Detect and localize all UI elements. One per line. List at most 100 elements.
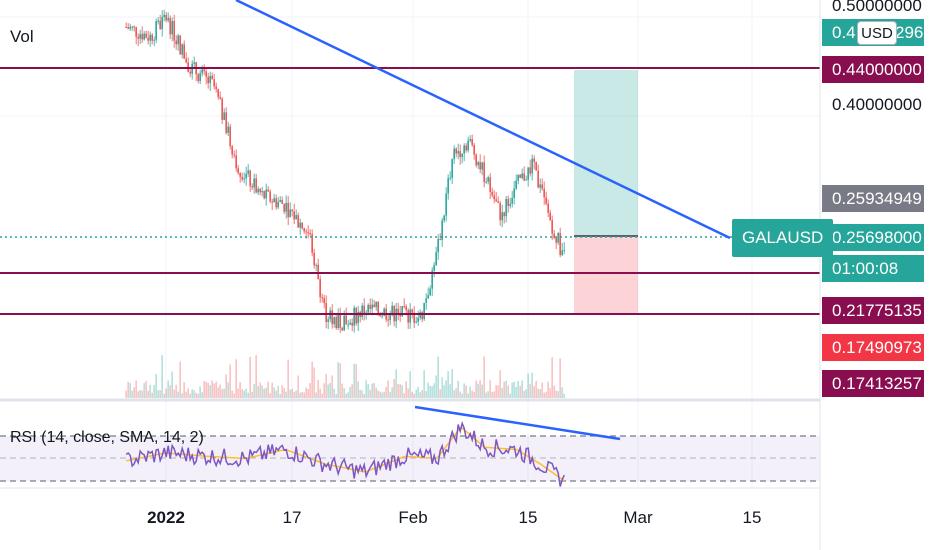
volume-bar [149,384,151,398]
volume-bar [489,380,491,398]
candle-body [183,44,185,59]
rsi-ma-line [126,427,565,482]
candle-body [151,34,153,41]
volume-label: Vol [10,27,34,46]
candle-body [247,170,249,174]
candle-body [193,62,195,64]
volume-bar [337,362,339,398]
volume-bar [159,390,161,398]
volume-bar [415,389,417,398]
volume-bar [229,364,231,398]
candle-body [377,301,379,314]
candle-body [289,209,291,218]
volume-bar [249,356,251,398]
candle-body [153,39,155,41]
volume-bar [285,391,287,398]
resistance-trendline[interactable] [235,0,731,240]
candle-body [475,154,477,166]
volume-bar [531,372,533,398]
candle-body [237,168,239,174]
candle-body [129,26,131,29]
candle-body [175,40,177,45]
volume-bar [241,389,243,398]
volume-bar [155,373,157,398]
candle-body [497,201,499,203]
currency-button[interactable]: USD [857,21,897,45]
volume-bar [543,392,545,398]
volume-bar [349,387,351,398]
volume-bar [293,391,295,398]
candle-body [167,18,169,21]
volume-bar [317,379,319,398]
candle-body [509,203,511,206]
candle-body [495,199,497,202]
volume-bar [377,390,379,398]
time-tick-feb: Feb [398,508,428,527]
candle-body [477,162,479,166]
volume-bar [291,388,293,398]
candle-body [221,98,223,120]
volume-bar [329,382,331,398]
candle-body [275,198,277,208]
candle-body [301,222,303,229]
volume-bar [485,392,487,398]
rsi-indicator-label[interactable]: RSI (14, close, SMA, 14, 2) [10,429,204,446]
volume-bar [451,368,453,398]
volume-bar [143,383,145,398]
candle-body [255,178,257,193]
candle-body [553,233,555,238]
volume-bar [195,392,197,398]
candle-body [243,178,245,180]
candle-body [425,298,427,303]
candle-body [479,162,481,170]
volume-bar [551,357,553,398]
volume-bar [263,388,265,398]
volume-bar [287,359,289,398]
candle-body [437,239,439,253]
candle-body [409,309,411,323]
volume-bar [445,380,447,398]
candle-body [405,306,407,311]
volume-bar [297,375,299,398]
volume-bar [419,392,421,398]
volume-bar [431,386,433,398]
candle-body [315,264,317,266]
volume-bar [147,390,149,398]
volume-bar [197,393,199,398]
volume-bar [247,392,249,398]
candle-body [463,145,465,154]
volume-bar [521,380,523,398]
volume-bar [373,382,375,398]
rsi-divergence-trendline[interactable] [414,405,621,441]
volume-bar [513,381,515,398]
volume-bar [475,380,477,398]
candle-body [363,305,365,314]
candle-body [163,14,165,18]
volume-bar [227,382,229,398]
symbol-label[interactable]: GALAUSD [732,219,834,257]
volume-bar [389,391,391,398]
candle-body [335,317,337,329]
volume-bar [173,389,175,398]
candle-body [133,26,135,28]
volume-bar [299,392,301,398]
volume-bar [479,380,481,398]
volume-bar [135,380,137,398]
candle-body [127,27,129,29]
volume-bar [505,380,507,398]
volume-bar [519,385,521,398]
volume-bar [157,390,159,398]
volume-bar [321,393,323,398]
volume-bar [441,377,443,398]
volume-bar [201,392,203,398]
volume-bar [179,361,181,398]
candle-body [391,305,393,315]
candle-body [159,20,161,29]
candle-body [321,297,323,299]
candle-body [455,148,457,154]
volume-bar [137,391,139,398]
volume-bar [435,375,437,398]
volume-bar [497,385,499,398]
candle-body [223,112,225,120]
